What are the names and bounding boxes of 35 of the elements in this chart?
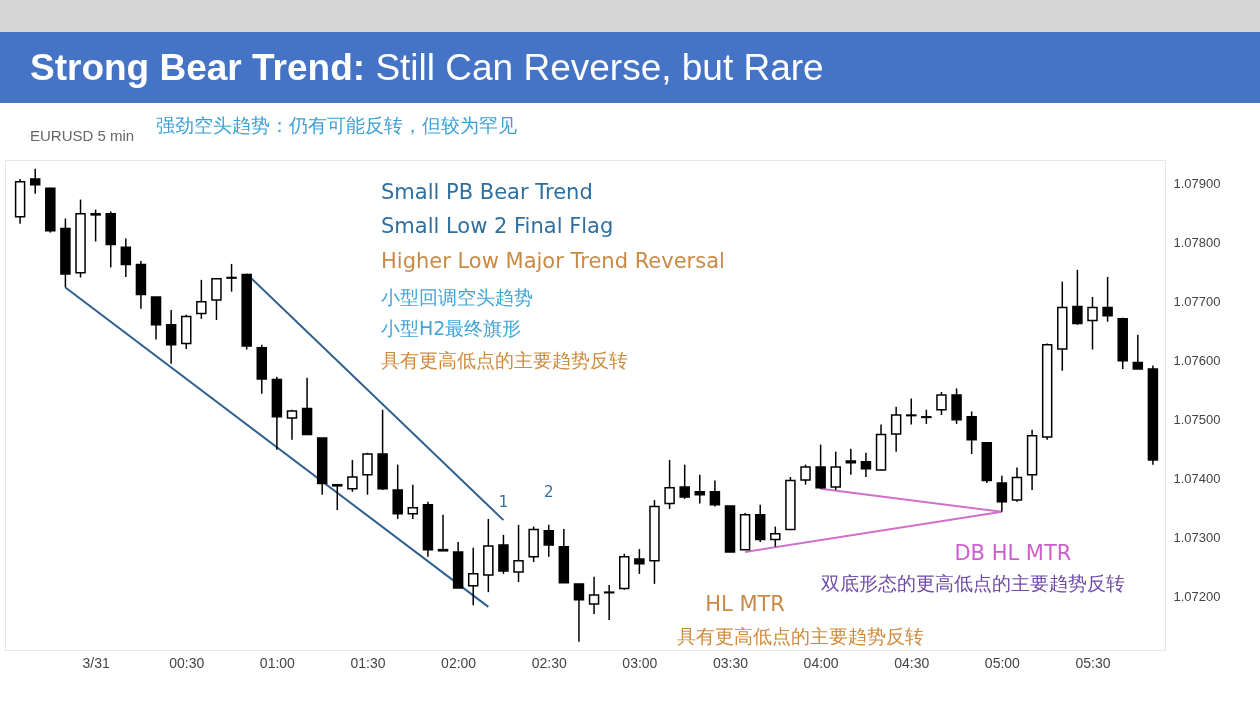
annotation: 2 bbox=[543, 482, 554, 501]
chart-title: Strong Bear Trend: Still Can Reverse, but Rare bbox=[30, 47, 824, 89]
y-tick-label: 1.07600 bbox=[1173, 353, 1221, 369]
x-tick-label: 01:30 bbox=[350, 654, 386, 671]
x-tick-label: 02:00 bbox=[441, 654, 477, 671]
x-tick-label: 00:30 bbox=[169, 654, 205, 671]
x-tick-label: 05:30 bbox=[1075, 654, 1111, 671]
annotation: 具有更高低点的主要趋势反转 bbox=[381, 349, 628, 371]
y-tick-label: 1.07500 bbox=[1173, 412, 1221, 428]
annotation: 双底形态的更高低点的主要趋势反转 bbox=[821, 572, 1125, 594]
text: EURUSD 5 min bbox=[30, 127, 135, 144]
x-tick-label: 04:30 bbox=[894, 654, 930, 671]
y-tick-label: 1.07200 bbox=[1173, 589, 1221, 605]
x-tick-label: 03:00 bbox=[622, 654, 658, 671]
annotation: Small Low 2 Final Flag bbox=[381, 214, 614, 238]
y-tick-label: 1.07700 bbox=[1173, 294, 1221, 310]
y-tick-label: 1.07800 bbox=[1173, 235, 1221, 251]
x-tick-label: 03:30 bbox=[712, 654, 749, 671]
y-tick-label: 1.07300 bbox=[1173, 530, 1221, 546]
chart-subtitle: 强劲空头趋势：仍有可能反转，但较为罕见 bbox=[156, 113, 517, 138]
annotation: HL MTR bbox=[705, 592, 785, 616]
annotation: 小型H2最终旗形 bbox=[381, 317, 522, 339]
annotation: Small PB Bear Trend bbox=[381, 180, 593, 204]
x-tick-label: 3/31 bbox=[82, 654, 110, 671]
annotation: 小型回调空头趋势 bbox=[381, 286, 533, 308]
x-tick-label: 02:30 bbox=[531, 654, 567, 671]
annotation: 具有更高低点的主要趋势反转 bbox=[676, 625, 924, 647]
x-tick-label: 05:00 bbox=[984, 654, 1021, 671]
x-tick-label: 01:00 bbox=[259, 654, 296, 671]
x-tick-label: 04:00 bbox=[803, 654, 839, 671]
annotation: 1 bbox=[498, 492, 509, 511]
y-tick-label: 1.07900 bbox=[1173, 176, 1221, 192]
y-tick-label: 1.07400 bbox=[1173, 471, 1221, 487]
annotation: DB HL MTR bbox=[954, 540, 1072, 565]
annotation: Higher Low Major Trend Reversal bbox=[381, 249, 725, 273]
